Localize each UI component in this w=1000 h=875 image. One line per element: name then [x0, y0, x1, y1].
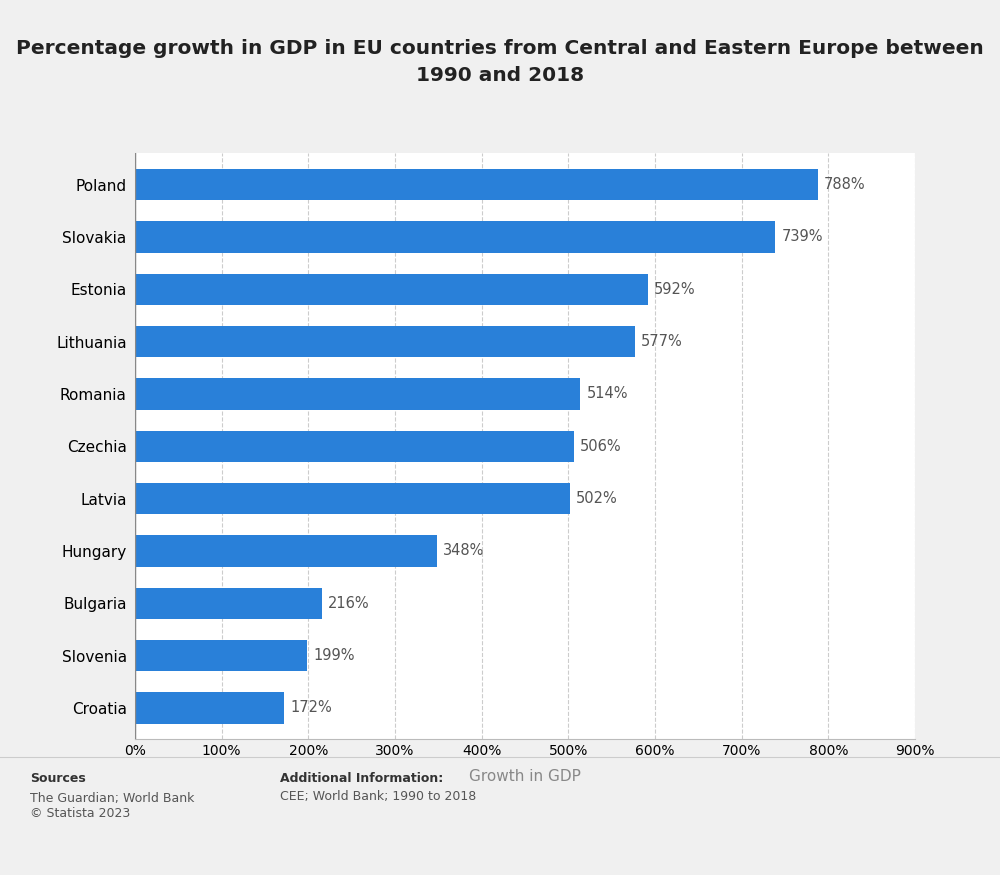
- Text: 514%: 514%: [587, 387, 628, 402]
- X-axis label: Growth in GDP: Growth in GDP: [469, 769, 581, 784]
- Bar: [135, 692, 284, 724]
- Bar: [135, 326, 635, 357]
- Text: Additional Information:: Additional Information:: [280, 772, 443, 785]
- Text: 348%: 348%: [443, 543, 484, 558]
- Bar: [135, 640, 307, 671]
- Bar: [135, 483, 570, 514]
- Bar: [135, 378, 580, 410]
- Text: 739%: 739%: [782, 229, 823, 244]
- Text: Percentage growth in GDP in EU countries from Central and Eastern Europe between: Percentage growth in GDP in EU countries…: [16, 39, 984, 85]
- Text: 577%: 577%: [641, 334, 683, 349]
- Bar: [135, 588, 322, 619]
- Text: 788%: 788%: [824, 177, 866, 192]
- Text: 199%: 199%: [314, 648, 355, 663]
- Text: 216%: 216%: [328, 596, 370, 611]
- Text: Sources: Sources: [30, 772, 86, 785]
- Bar: [135, 430, 574, 462]
- Bar: [135, 536, 437, 567]
- Text: 592%: 592%: [654, 282, 696, 297]
- Text: CEE; World Bank; 1990 to 2018: CEE; World Bank; 1990 to 2018: [280, 790, 476, 803]
- Bar: [135, 169, 818, 200]
- Bar: [135, 221, 775, 253]
- Bar: [135, 274, 648, 304]
- Text: 506%: 506%: [580, 438, 621, 454]
- Text: 502%: 502%: [576, 491, 618, 506]
- Text: The Guardian; World Bank
© Statista 2023: The Guardian; World Bank © Statista 2023: [30, 792, 194, 820]
- Text: 172%: 172%: [290, 701, 332, 716]
